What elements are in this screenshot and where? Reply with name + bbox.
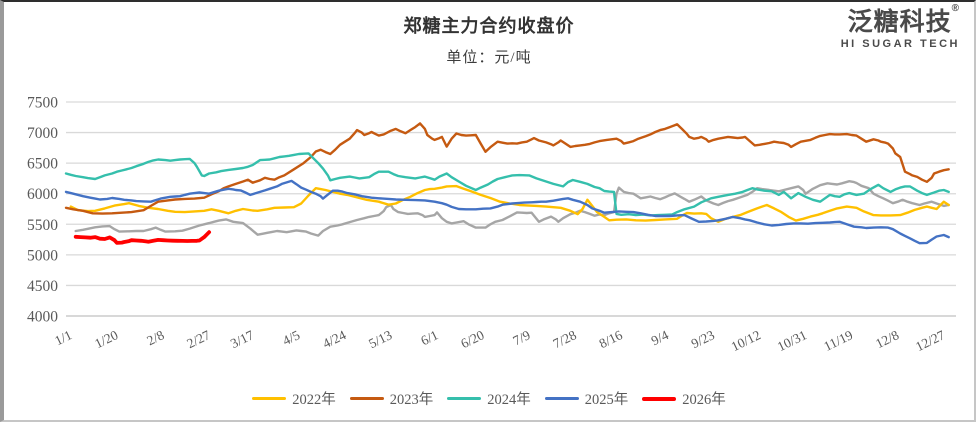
x-axis-label-11/19: 11/19	[821, 327, 855, 354]
x-axis-label-10/31: 10/31	[775, 327, 809, 354]
x-axis-label-1/20: 1/20	[92, 327, 120, 351]
x-axis-label-4/24: 4/24	[320, 327, 348, 351]
x-axis-label-12/8: 12/8	[873, 327, 901, 351]
legend-item-y2023: 2023年	[349, 388, 434, 409]
brand-logo-english: HI SUGAR TECH	[840, 38, 960, 50]
x-axis-label-2/8: 2/8	[144, 327, 166, 348]
legend-swatch-y2025	[544, 397, 579, 400]
x-axis-label-5/13: 5/13	[366, 327, 394, 351]
x-axis-label-12/27: 12/27	[913, 327, 947, 354]
line-chart-plot: 4000 4500 5000 5500 6000 6500 7000 7500 1/1 1/20 2…	[27, 95, 956, 354]
legend-swatch-y2024	[447, 397, 482, 400]
legend-item-y2022: 2022年	[252, 388, 336, 409]
x-axis-label-1/1: 1/1	[52, 327, 74, 348]
legend-swatch-y2026	[642, 396, 677, 401]
y-axis-label-7500: 7500	[27, 95, 58, 112]
chart-header: 郑糖主力合约收盘价 单位：元/吨	[4, 12, 974, 67]
x-axis-label-10/12: 10/12	[729, 327, 763, 354]
brand-logo-chinese: 泛糖科技®	[847, 3, 960, 36]
x-axis-label-6/1: 6/1	[418, 327, 440, 348]
y-axis-label-6000: 6000	[27, 186, 58, 203]
y-axis-label-6500: 6500	[27, 156, 58, 173]
series-line-y2022	[69, 184, 950, 224]
legend-item-y2025: 2025年	[544, 388, 629, 409]
legend-item-y2026: 2026年	[642, 388, 726, 409]
series-line-y2024	[64, 152, 950, 217]
legend-label-y2026: 2026年	[682, 392, 726, 408]
legend-label-y2023: 2023年	[389, 392, 434, 408]
y-axis-label-5500: 5500	[27, 217, 58, 234]
x-axis-label-6/20: 6/20	[458, 327, 486, 351]
x-axis-label-9/23: 9/23	[689, 327, 717, 351]
x-axis-label-9/4: 9/4	[649, 327, 671, 348]
series-line-y2023	[64, 122, 950, 215]
x-axis-label-8/16: 8/16	[597, 327, 625, 351]
legend-swatch-y2022	[252, 397, 287, 400]
registered-trademark-icon: ®	[951, 3, 960, 14]
legend-label-y2022: 2022年	[292, 392, 336, 408]
x-axis-label-7/28: 7/28	[551, 327, 579, 351]
x-axis-label-2/27: 2/27	[184, 327, 212, 351]
y-axis-label-5000: 5000	[27, 247, 58, 264]
chart-unit-label: 单位：元/吨	[446, 50, 532, 66]
y-axis-label-7000: 7000	[27, 125, 58, 142]
series-line-y2026	[73, 230, 212, 245]
series-line-gray-unlabeled	[74, 179, 950, 237]
x-axis-label-4/5: 4/5	[280, 327, 302, 348]
chart-title: 郑糖主力合约收盘价	[403, 16, 575, 36]
y-axis-label-4000: 4000	[27, 309, 58, 326]
legend-item-y2024: 2024年	[447, 388, 531, 409]
x-axis-label-3/17: 3/17	[228, 327, 256, 351]
series-line-y2025	[64, 179, 950, 245]
chart-legend: 2022年 2023年 2024年 2025年 2026年	[4, 388, 974, 409]
x-axis-label-7/9: 7/9	[511, 327, 533, 348]
legend-swatch-y2023	[349, 397, 384, 400]
y-axis-label-4500: 4500	[27, 278, 58, 295]
legend-label-y2025: 2025年	[584, 392, 629, 408]
brand-logo: 泛糖科技® HI SUGAR TECH	[840, 3, 960, 51]
legend-label-y2024: 2024年	[487, 392, 531, 408]
